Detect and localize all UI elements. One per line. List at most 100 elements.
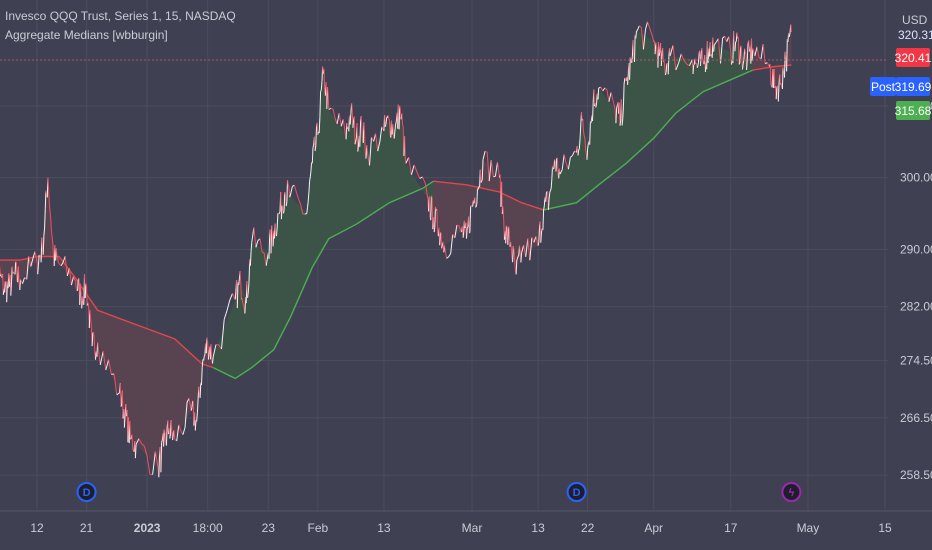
- price-segment: [512, 245, 514, 263]
- badge-tag-label: Post: [871, 80, 896, 94]
- price-segment: [384, 114, 386, 127]
- price-segment: [408, 157, 412, 175]
- price-segment: [563, 154, 567, 164]
- price-segment: [20, 279, 23, 284]
- price-segment: [479, 169, 482, 183]
- price-segment: [436, 209, 439, 233]
- price-segment: [87, 302, 90, 307]
- price-segment: [84, 283, 87, 299]
- price-segment: [163, 429, 166, 434]
- price-segment: [514, 260, 516, 271]
- event-marker[interactable]: D: [566, 482, 587, 502]
- price-segment: [402, 124, 404, 127]
- price-segment: [570, 155, 573, 158]
- price-segment: [134, 444, 137, 459]
- event-marker-ring: [76, 482, 97, 502]
- price-segment: [392, 124, 394, 137]
- price-segment: [328, 107, 332, 110]
- price-segment: [520, 252, 523, 263]
- price-segment: [441, 244, 443, 249]
- price-segment: [327, 87, 329, 96]
- price-segment: [15, 262, 18, 281]
- price-segment: [201, 367, 203, 386]
- price-segment: [428, 196, 431, 218]
- price-segment: [60, 261, 64, 266]
- price-segment: [332, 108, 336, 118]
- price-segment: [132, 448, 134, 451]
- price-segment: [572, 150, 576, 156]
- price-segment: [42, 235, 45, 255]
- price-segment: [608, 92, 612, 102]
- price-segment: [283, 191, 286, 211]
- price-segment: [57, 261, 60, 264]
- price-segment: [236, 282, 239, 309]
- price-segment: [261, 251, 265, 254]
- price-segment: [354, 141, 357, 145]
- price-segment: [581, 112, 583, 121]
- price-segment: [253, 227, 257, 248]
- x-tick-label: Apr: [644, 521, 663, 535]
- price-segment: [276, 213, 279, 228]
- price-segment: [537, 242, 540, 246]
- indicator-legend[interactable]: Aggregate Medians [wbburgin]: [5, 28, 168, 42]
- price-segment: [742, 60, 745, 64]
- price-segment: [316, 122, 319, 135]
- price-segment: [130, 437, 132, 440]
- price-segment: [551, 166, 553, 179]
- price-segment: [466, 226, 469, 229]
- price-segment: [375, 133, 379, 152]
- price-segment: [26, 256, 30, 280]
- price-segment: [15, 261, 17, 263]
- price-segment: [399, 105, 401, 110]
- price-segment: [516, 258, 518, 261]
- price-segment: [268, 237, 271, 259]
- price-segment: [4, 281, 6, 293]
- price-segment: [525, 238, 529, 257]
- price-segment: [404, 156, 407, 164]
- price-segment: [468, 216, 470, 234]
- price-segment: [475, 204, 478, 208]
- price-segment: [595, 102, 598, 108]
- price-segment: [616, 105, 618, 109]
- event-marker-letter: D: [573, 487, 581, 499]
- price-segment: [535, 236, 539, 246]
- price-segment: [519, 245, 521, 253]
- event-marker[interactable]: D: [76, 482, 97, 502]
- event-marker[interactable]: ϟ: [781, 482, 802, 502]
- price-segment: [585, 150, 587, 154]
- price-segment: [683, 60, 688, 65]
- price-segment: [306, 207, 308, 214]
- price-segment: [656, 46, 658, 53]
- price-segment: [416, 171, 421, 179]
- price-segment: [720, 38, 724, 64]
- price-segment: [395, 121, 397, 125]
- price-segment: [366, 145, 368, 153]
- price-segment: [470, 205, 473, 207]
- price-segment: [624, 77, 626, 79]
- price-segment: [662, 48, 664, 62]
- price-segment: [401, 113, 403, 125]
- price-segment: [516, 256, 519, 259]
- price-top-clipped: 320.31: [898, 28, 932, 42]
- symbol-title[interactable]: Invesco QQQ Trust, Series 1, 15, NASDAQ: [5, 9, 236, 23]
- bull-median-line: [543, 69, 754, 211]
- price-segment: [583, 135, 586, 139]
- price-segment: [330, 107, 334, 110]
- price-segment: [64, 256, 68, 277]
- price-segment: [567, 157, 571, 170]
- price-segment: [523, 245, 527, 257]
- price-segment: [484, 150, 488, 153]
- price-segment: [289, 195, 291, 198]
- price-segment: [68, 268, 72, 286]
- price-segment: [627, 72, 629, 85]
- time-axis-panel[interactable]: [0, 511, 932, 550]
- price-segment: [430, 195, 432, 221]
- price-segment: [352, 119, 355, 128]
- price-segment: [199, 382, 202, 398]
- price-segment: [234, 291, 237, 300]
- price-segment: [424, 183, 429, 200]
- series-lines: [0, 21, 792, 478]
- price-segment: [558, 168, 561, 175]
